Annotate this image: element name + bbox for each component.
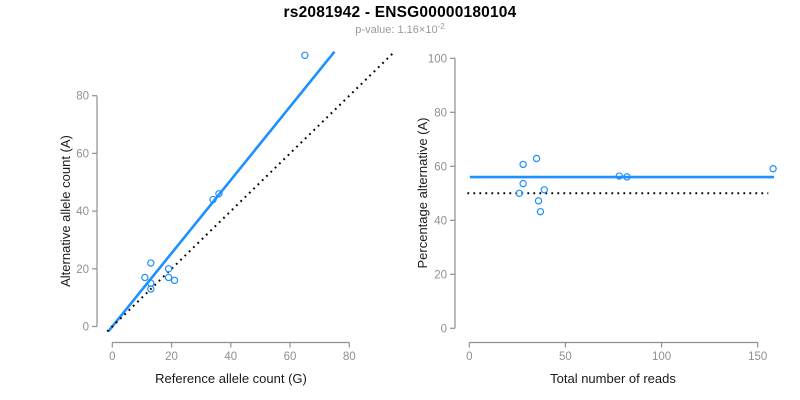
x-tick-label: 80: [343, 351, 356, 363]
y-tick-label: 80: [76, 91, 89, 103]
data-point: [164, 273, 173, 282]
x-tick-label: 40: [224, 351, 237, 363]
data-point: [534, 197, 543, 205]
data-point: [519, 160, 527, 169]
y-tick-label: 0: [83, 322, 89, 334]
data-point: [519, 179, 527, 188]
axis-title-ref-allele-count: Reference allele count (G): [155, 371, 307, 386]
axis-title-percentage-alternative: Percentage alternative (A): [415, 117, 430, 269]
data-point: [147, 259, 155, 267]
y-tick-label: 60: [76, 148, 89, 160]
data-point: [141, 273, 149, 282]
pvalue-base: 1.16×10: [397, 24, 438, 36]
x-tick-label: 20: [165, 351, 178, 363]
data-point: [164, 265, 173, 273]
y-tick-label: 20: [434, 269, 447, 281]
data-point: [536, 207, 545, 216]
axis-title-total-reads: Total number of reads: [550, 371, 676, 386]
axis-title-alt-allele-count: Alternative allele count (A): [58, 135, 73, 287]
y-tick-label: 0: [441, 323, 447, 335]
data-point: [540, 186, 548, 194]
data-point: [623, 173, 631, 181]
data-point: [769, 165, 777, 173]
data-point: [147, 285, 155, 293]
data-point: [170, 276, 179, 285]
data-point: [301, 51, 309, 60]
y-tick-label: 60: [434, 161, 447, 173]
data-point: [532, 154, 541, 163]
y-tick-label: 20: [76, 264, 89, 276]
y-tick-label: 40: [434, 215, 447, 227]
data-point: [209, 195, 217, 204]
x-tick-label: 150: [748, 351, 767, 363]
x-tick-label: 0: [109, 351, 115, 363]
x-tick-label: 50: [559, 351, 572, 363]
page-title: rs2081942 - ENSG00000180104: [283, 4, 517, 21]
pvalue-prefix: p-value:: [355, 24, 398, 36]
data-point: [515, 189, 523, 197]
pvalue-exponent: -2: [437, 22, 445, 31]
y-tick-label: 40: [76, 206, 89, 218]
y-tick-label: 80: [434, 107, 447, 119]
data-point: [615, 172, 623, 180]
x-tick-label: 0: [466, 351, 472, 363]
data-point: [215, 190, 223, 198]
x-tick-label: 60: [284, 351, 297, 363]
y-tick-label: 100: [428, 53, 447, 65]
identity-line: [106, 52, 394, 333]
pvalue-subtitle: p-value: 1.16×10-2: [0, 22, 800, 36]
x-tick-label: 100: [652, 351, 671, 363]
